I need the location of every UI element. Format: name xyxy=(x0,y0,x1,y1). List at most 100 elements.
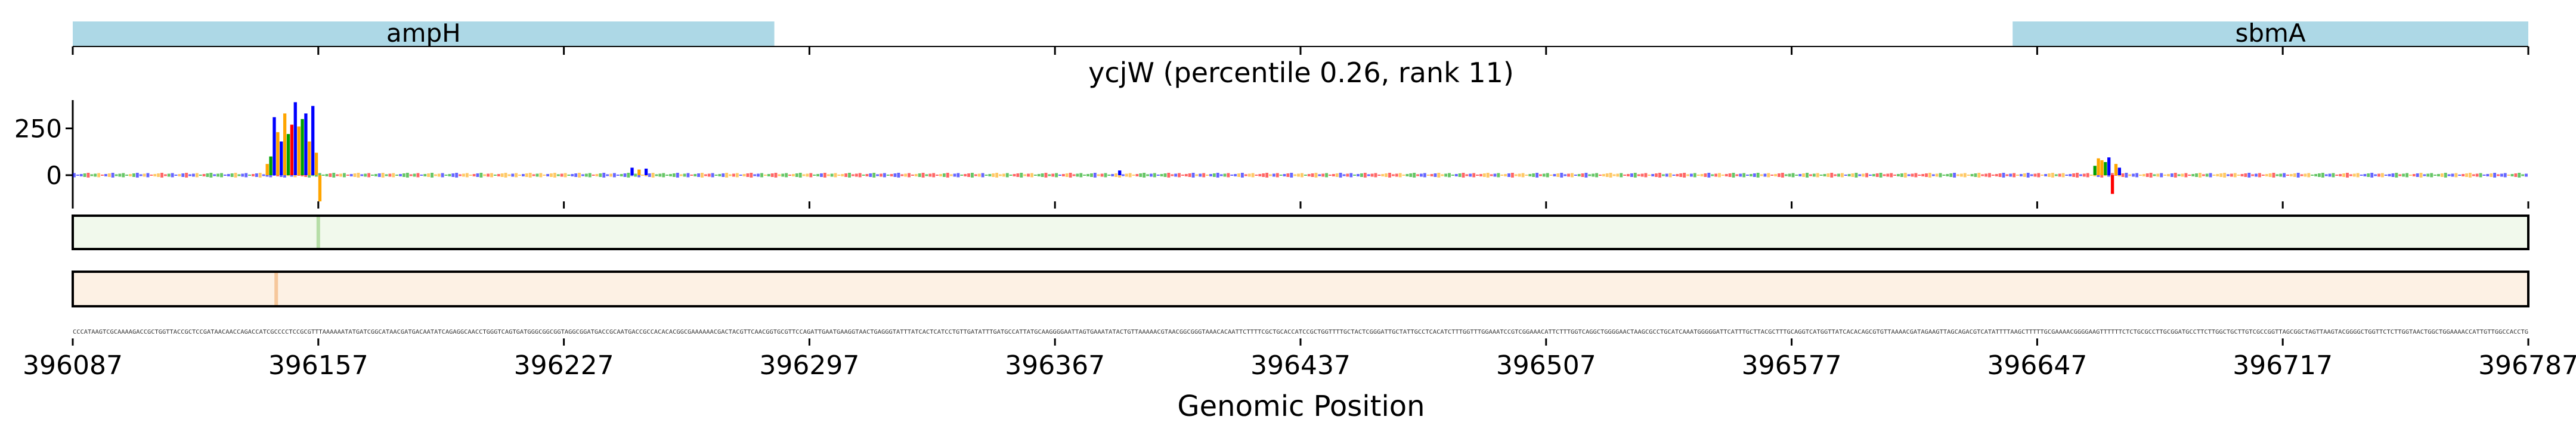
logo-noise-mark xyxy=(936,175,939,176)
logo-noise-mark xyxy=(2465,173,2468,177)
logo-noise-mark xyxy=(1265,173,1269,178)
logo-noise-mark xyxy=(942,173,946,177)
logo-noise-mark xyxy=(599,173,602,177)
logo-noise-mark xyxy=(1851,173,1854,177)
logo-noise-mark xyxy=(869,173,872,177)
logo-noise-mark xyxy=(332,173,336,178)
logo-noise-mark xyxy=(1959,173,1963,177)
logo-noise-mark xyxy=(2349,174,2352,176)
logo-noise-mark xyxy=(1605,173,1609,177)
logo-noise-mark xyxy=(967,173,971,177)
logo-noise-mark xyxy=(872,173,876,178)
logo-noise-mark xyxy=(1030,173,1033,178)
logo-noise-mark xyxy=(1510,173,1514,178)
logo-noise-mark xyxy=(669,174,672,176)
logo-noise-mark xyxy=(1844,175,1847,176)
logo-noise-mark xyxy=(258,173,262,178)
logo-noise-mark xyxy=(1430,174,1433,176)
logo-noise-mark xyxy=(2069,174,2072,176)
logo-noise-mark xyxy=(1005,173,1009,178)
x-tick-label: 396087 xyxy=(23,350,123,381)
logo-noise-mark xyxy=(1883,174,1886,176)
logo-noise-mark xyxy=(1648,175,1651,176)
logo-noise-mark xyxy=(683,173,686,177)
logo-noise-mark xyxy=(1297,173,1300,177)
logo-letter-A xyxy=(2104,162,2107,175)
logo-noise-mark xyxy=(195,173,199,178)
logo-noise-mark xyxy=(2510,174,2514,176)
logo-noise-mark xyxy=(999,174,1002,176)
green-track-box xyxy=(72,214,2529,250)
logo-noise-mark xyxy=(1732,173,1735,178)
logo-noise-mark xyxy=(336,174,339,176)
logo-noise-mark xyxy=(1875,173,1879,177)
logo-noise-mark xyxy=(2303,173,2307,177)
logo-noise-mark xyxy=(1083,175,1086,176)
logo-noise-mark xyxy=(455,173,459,178)
logo-noise-mark xyxy=(1104,173,1107,178)
x-axis: CCCATAAGTCGCAAAAGACCGCTGGTTACCGCTCCGATAA… xyxy=(23,329,2576,381)
logo-noise-mark xyxy=(1065,173,1069,177)
logo-noise-mark xyxy=(2367,173,2370,177)
logo-noise-mark xyxy=(2444,173,2447,178)
logo-noise-mark xyxy=(2177,174,2181,176)
logo-noise-mark xyxy=(1160,174,1163,176)
logo-noise-mark xyxy=(1644,173,1648,178)
logo-noise-mark xyxy=(2089,175,2093,176)
logo-noise-mark xyxy=(634,173,637,177)
logo-noise-mark xyxy=(1539,174,1542,176)
logo-noise-mark xyxy=(518,175,522,176)
logo-noise-mark xyxy=(851,174,854,176)
logo-noise-mark xyxy=(1655,173,1658,177)
logo-noise-mark xyxy=(1472,173,1476,178)
logo-noise-mark xyxy=(781,173,785,177)
logo-noise-mark xyxy=(125,175,129,176)
logo-noise-mark xyxy=(1381,174,1385,176)
logo-noise-mark xyxy=(462,173,465,177)
logo-noise-mark xyxy=(79,174,83,176)
logo-noise-mark xyxy=(1711,174,1714,176)
logo-noise-mark xyxy=(1763,173,1767,177)
logo-letter-C xyxy=(2117,167,2122,175)
logo-noise-mark xyxy=(1465,174,1469,176)
logo-noise-mark xyxy=(160,173,163,178)
logo-noise-mark xyxy=(1188,173,1191,177)
logo-noise-mark xyxy=(2044,174,2048,176)
logo-noise-mark xyxy=(2321,173,2324,178)
logo-noise-mark xyxy=(802,174,806,176)
logo-noise-mark xyxy=(1199,173,1202,177)
logo-noise-mark xyxy=(560,173,564,177)
logo-noise-mark xyxy=(883,173,886,178)
logo-noise-mark xyxy=(1262,173,1265,177)
logo-noise-mark xyxy=(73,173,76,178)
logo-noise-mark xyxy=(1307,174,1311,176)
logo-noise-mark xyxy=(2454,173,2458,178)
logo-noise-mark xyxy=(1107,175,1111,176)
logo-noise-mark xyxy=(770,173,774,177)
logo-noise-mark xyxy=(1770,175,1774,176)
logo-noise-mark xyxy=(405,173,409,178)
logo-noise-mark xyxy=(522,174,525,176)
logo-noise-mark xyxy=(1325,173,1329,178)
logo-noise-mark xyxy=(2426,173,2430,177)
logo-noise-mark xyxy=(918,173,921,177)
logo-noise-mark xyxy=(2037,173,2041,178)
logo-noise-mark xyxy=(609,173,612,177)
logo-noise-mark xyxy=(788,175,791,176)
logo-noise-mark xyxy=(1546,173,1549,178)
logo-noise-mark xyxy=(876,174,880,176)
logo-noise-mark xyxy=(459,174,462,176)
logo-noise-mark xyxy=(1346,173,1349,177)
logo-noise-mark xyxy=(1044,173,1048,178)
logo-noise-mark xyxy=(974,174,977,176)
logo-noise-mark xyxy=(928,173,932,177)
logo-noise-mark xyxy=(641,175,644,176)
logo-noise-mark xyxy=(1234,174,1237,176)
logo-noise-mark xyxy=(837,175,841,176)
logo-noise-mark xyxy=(1633,173,1637,178)
logo-noise-mark xyxy=(971,173,974,178)
logo-noise-mark xyxy=(1486,173,1490,178)
logo-noise-mark xyxy=(167,173,171,177)
logo-noise-mark xyxy=(2279,173,2283,177)
logo-noise-mark xyxy=(1665,173,1668,177)
